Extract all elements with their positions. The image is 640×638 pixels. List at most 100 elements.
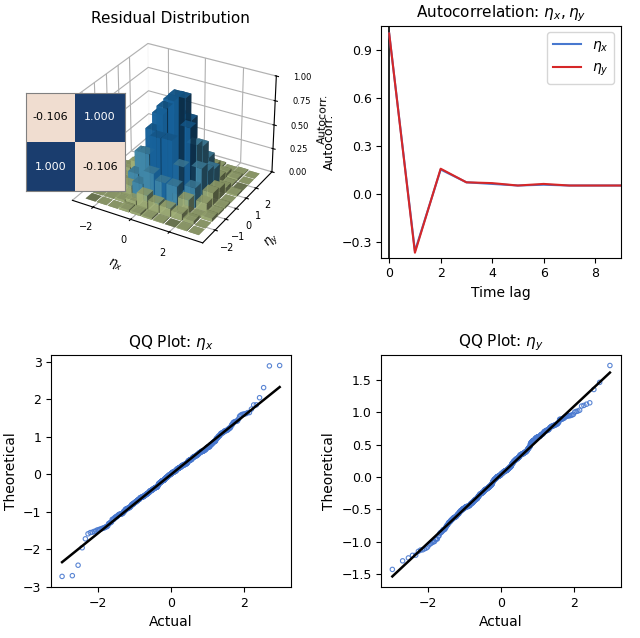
Point [200, 445, 210, 455]
Point [152, 482, 163, 492]
Point [204, 441, 214, 452]
Point [189, 452, 199, 462]
Point [564, 411, 575, 421]
Point [221, 426, 231, 436]
Bar [26, 93, 76, 142]
Point [503, 464, 513, 474]
$\eta_y$ [514, 182, 522, 189]
Point [189, 452, 199, 462]
Point [188, 452, 198, 463]
Point [533, 432, 543, 442]
Point [218, 427, 228, 438]
Point [564, 411, 574, 421]
Line: $\eta_y$: $\eta_y$ [389, 34, 621, 253]
Point [561, 412, 571, 422]
Point [210, 436, 220, 446]
Point [477, 487, 488, 498]
Point [497, 468, 508, 478]
Point [513, 452, 524, 463]
Point [552, 419, 563, 429]
Point [480, 485, 490, 495]
Point [511, 454, 521, 464]
Point [156, 477, 166, 487]
Point [167, 468, 177, 478]
Point [440, 524, 451, 534]
Point [458, 503, 468, 514]
Point [502, 465, 512, 475]
Point [138, 491, 148, 501]
Point [73, 560, 83, 570]
Point [496, 469, 506, 479]
Point [198, 446, 209, 456]
Point [181, 459, 191, 469]
Point [518, 449, 528, 459]
Point [541, 425, 552, 435]
Point [131, 497, 141, 507]
Point [93, 525, 104, 535]
Point [487, 479, 497, 489]
Point [498, 468, 508, 478]
Point [83, 529, 93, 539]
Point [524, 442, 534, 452]
Point [146, 486, 156, 496]
Point [552, 419, 562, 429]
Point [475, 489, 485, 500]
Point [514, 452, 524, 462]
Point [459, 503, 469, 514]
Point [504, 463, 514, 473]
$\eta_y$ [488, 179, 496, 187]
Point [190, 451, 200, 461]
Point [195, 447, 205, 457]
Point [143, 488, 154, 498]
Point [515, 450, 525, 460]
Point [511, 455, 521, 465]
Point [546, 422, 556, 432]
X-axis label: Actual: Actual [479, 615, 523, 629]
Point [486, 480, 496, 491]
Point [164, 470, 174, 480]
Point [136, 492, 147, 502]
Point [259, 383, 269, 393]
Point [552, 419, 562, 429]
Point [142, 489, 152, 499]
Point [160, 473, 170, 484]
Point [102, 521, 112, 531]
Point [175, 462, 186, 472]
Point [529, 434, 540, 445]
Point [520, 447, 530, 457]
Point [113, 510, 124, 521]
Point [519, 448, 529, 458]
Point [518, 449, 528, 459]
Point [499, 466, 509, 477]
Point [486, 479, 497, 489]
Text: 1.000: 1.000 [84, 112, 116, 122]
Point [161, 472, 172, 482]
Point [478, 487, 488, 497]
Point [145, 486, 155, 496]
Point [232, 416, 242, 426]
Point [521, 446, 531, 456]
Point [449, 512, 460, 523]
Point [511, 454, 522, 464]
Point [199, 445, 209, 456]
Point [495, 470, 505, 480]
Point [513, 453, 523, 463]
Point [527, 436, 538, 447]
Point [465, 499, 476, 509]
Point [175, 463, 185, 473]
Point [151, 482, 161, 493]
Point [179, 460, 189, 470]
Point [111, 512, 121, 522]
Point [497, 468, 507, 478]
Point [205, 440, 216, 450]
Point [505, 462, 515, 472]
Point [529, 435, 540, 445]
Point [180, 459, 191, 469]
Point [127, 500, 137, 510]
Point [128, 499, 138, 509]
Point [104, 519, 115, 529]
Point [462, 501, 472, 512]
Point [166, 469, 176, 479]
Point [527, 437, 537, 447]
Point [113, 510, 124, 520]
